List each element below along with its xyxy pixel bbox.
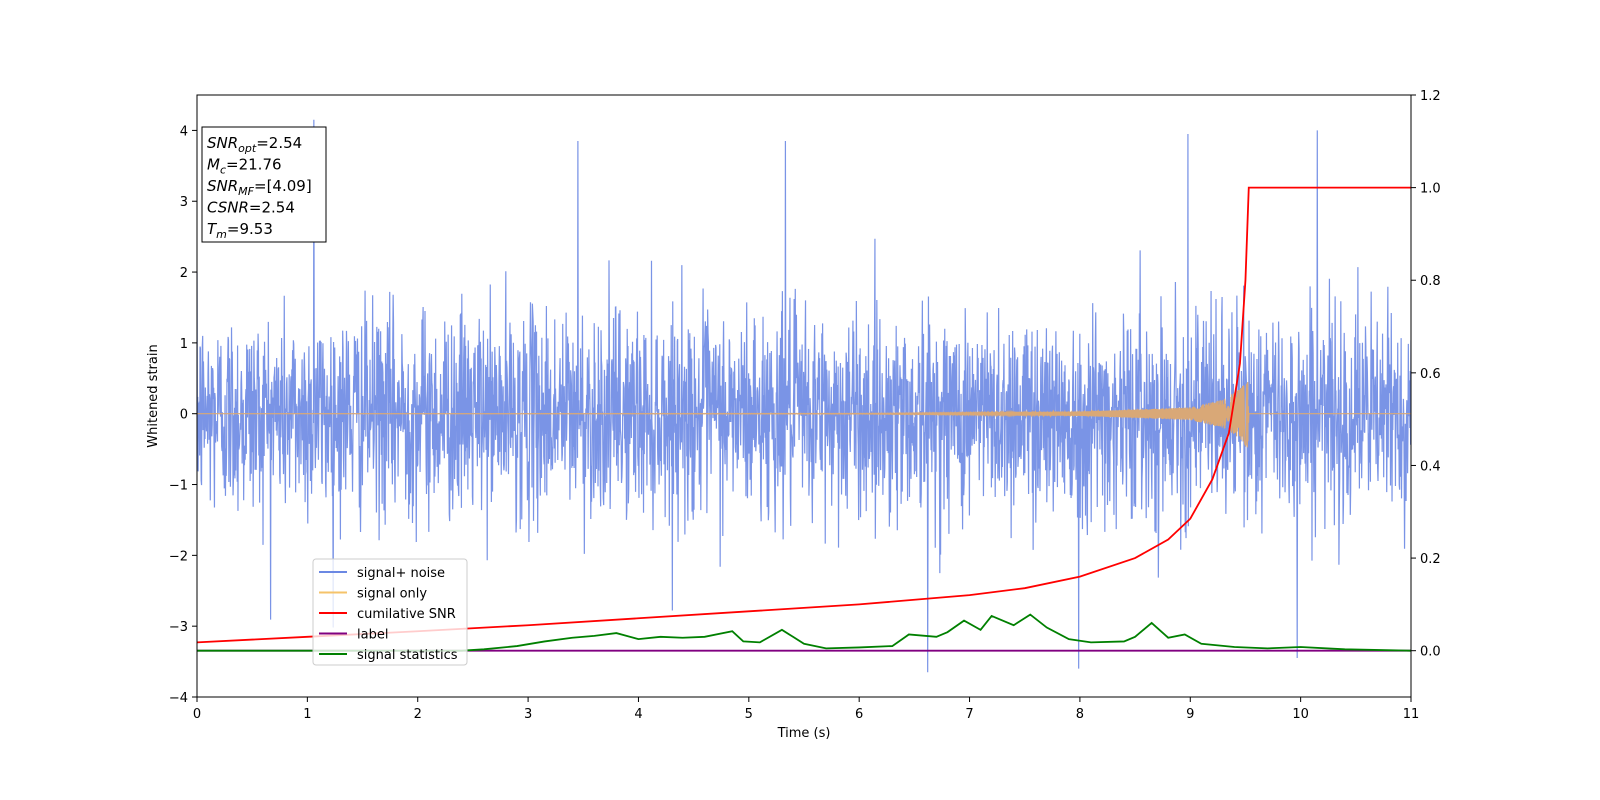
y-tick-label: −3 [169, 620, 188, 635]
y-tick-label: −2 [169, 549, 188, 564]
y2-tick-label: 0.2 [1420, 552, 1441, 567]
x-tick-label: 2 [414, 707, 422, 722]
x-tick-label: 1 [303, 707, 311, 722]
annotation-line: CSNR=2.54 [207, 199, 295, 217]
x-tick-label: 5 [745, 707, 753, 722]
plot-frame [196, 94, 1412, 698]
y-tick-label: 4 [180, 124, 188, 139]
y-tick-label: 1 [180, 337, 188, 352]
series-signal-statistics-line [197, 613, 1411, 652]
annotation-line: Tm=9.53 [207, 220, 273, 241]
annotation-line: Mc=21.76 [207, 156, 282, 177]
y-tick-label: −1 [169, 479, 188, 494]
x-tick-label: 9 [1186, 707, 1194, 722]
y2-tick-label: 0.8 [1420, 274, 1441, 289]
y2-tick-label: 0.6 [1420, 367, 1441, 382]
x-tick-label: 7 [965, 707, 973, 722]
legend-entry-label: signal+ noise [357, 566, 445, 581]
y2-tick-label: 0.4 [1420, 459, 1441, 474]
y2-tick-label: 1.2 [1420, 89, 1441, 104]
x-tick-label: 8 [1076, 707, 1084, 722]
x-tick-label: 6 [855, 707, 863, 722]
y2-tick-label: 1.0 [1420, 182, 1441, 197]
y-tick-label: 2 [180, 266, 188, 281]
x-axis-label: Time (s) [777, 726, 831, 741]
x-tick-label: 11 [1403, 707, 1420, 722]
y-tick-label: 3 [180, 195, 188, 210]
y-tick-label: −4 [169, 691, 188, 706]
x-tick-label: 10 [1292, 707, 1309, 722]
y-tick-label: 0 [180, 408, 188, 423]
x-tick-label: 3 [524, 707, 532, 722]
series-cumulative-snr-line [197, 186, 1411, 644]
series-signal-noise-line [197, 119, 1411, 673]
legend: signal+ noise signal only cumilative SNR la… [312, 558, 468, 666]
x-tick-label: 4 [634, 707, 642, 722]
annotation-line: SNRopt=2.54 [207, 134, 302, 155]
x-tick-label: 0 [193, 707, 201, 722]
legend-entry-label: cumilative SNR [357, 607, 456, 622]
legend-entry-label: signal statistics [357, 648, 458, 663]
annotation-line: SNRMF=[4.09] [207, 177, 312, 198]
y-axis-label: Whitened strain [146, 344, 161, 447]
series-signal-only-line [197, 381, 1411, 448]
legend-entry-label: label [357, 628, 388, 643]
annotation-box: SNRopt=2.54Mc=21.76SNRMF=[4.09]CSNR=2.54… [201, 126, 327, 243]
legend-entry-label: signal only [357, 587, 427, 602]
y2-tick-label: 0.0 [1420, 645, 1441, 660]
